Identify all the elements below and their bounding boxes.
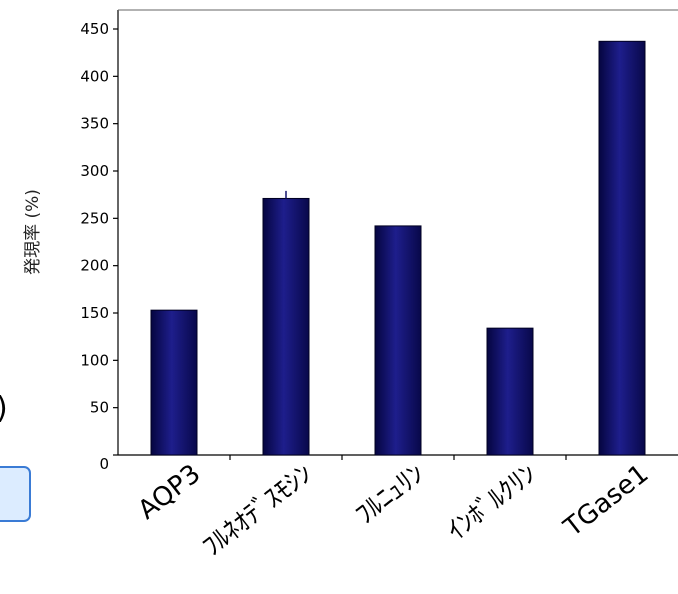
y-axis-ticks: 0 50 100 150 200 250 300 350 400 450: [80, 20, 118, 473]
bar: [374, 225, 422, 456]
y-tick-label: 350: [80, 115, 109, 133]
y-tick-label: 100: [80, 351, 109, 369]
y-tick-label: 50: [90, 399, 109, 417]
category-label: AQP3: [133, 459, 207, 526]
y-tick-label: 150: [80, 304, 109, 322]
category-label: ﾌﾙﾈｵﾃﾞｽﾓｼﾝ: [197, 459, 318, 563]
bar: [486, 327, 534, 456]
y-tick-label: 450: [80, 20, 109, 38]
category-label: TGase1: [558, 459, 655, 544]
y-tick-label: 200: [80, 257, 109, 275]
y-axis-label: 発現率 (%): [23, 189, 43, 275]
x-axis-ticks: [229, 455, 567, 460]
y-tick-label: 250: [80, 209, 109, 227]
bar: [150, 309, 198, 456]
y-tick-label: 0: [99, 455, 109, 473]
bars: [150, 40, 646, 456]
y-tick-label: 400: [80, 67, 109, 85]
bar: [262, 197, 310, 456]
category-label: ｲﾝﾎﾞﾙｸﾘﾝ: [442, 459, 542, 547]
category-label: ﾌﾙﾆｭﾘﾝ: [350, 459, 430, 531]
cut-off-text-box: [0, 466, 31, 522]
y-tick-label: 300: [80, 162, 109, 180]
left-paren-fragment: ): [0, 391, 8, 426]
bar: [598, 40, 646, 456]
